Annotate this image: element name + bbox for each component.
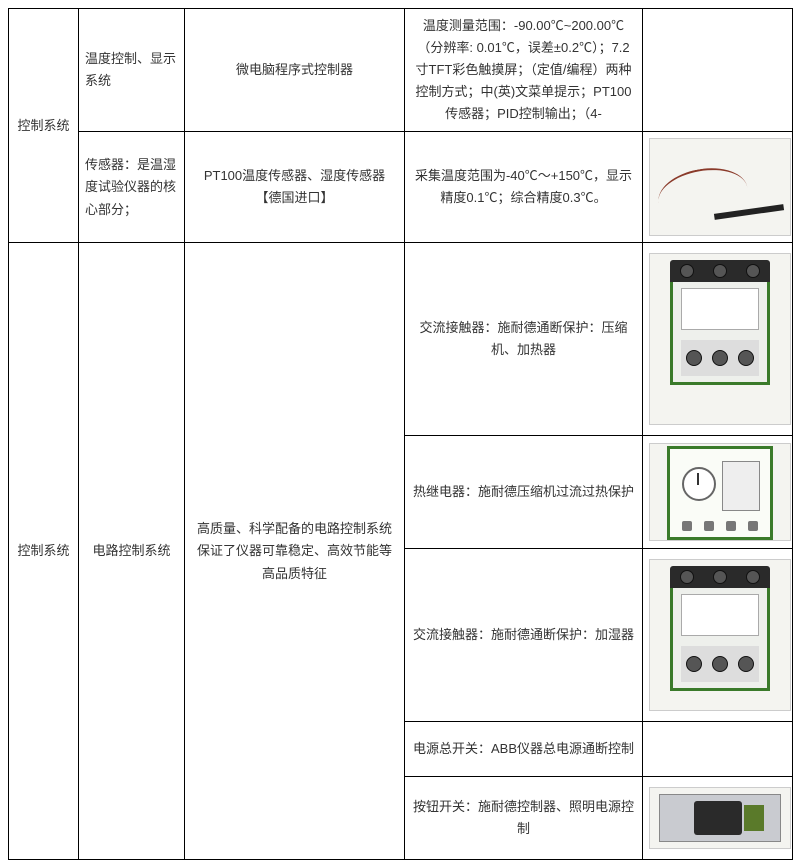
cell-temp-ctrl-desc: 微电脑程序式控制器 [185,9,405,132]
cell-contactor1-spec: 交流接触器：施耐德通断保护：压缩机、加热器 [405,243,643,436]
contactor-image-2 [649,559,791,711]
cell-relay-spec: 热继电器：施耐德压缩机过流过热保护 [405,436,643,549]
cell-btnswitch-img [643,777,793,860]
spec-table: 控制系统 温度控制、显示系统 微电脑程序式控制器 温度测量范围：-90.00℃~… [8,8,793,860]
cell-contactor2-spec: 交流接触器：施耐德通断保护：加湿器 [405,549,643,722]
thermal-relay-image [649,443,791,541]
sensor-probe-image [649,138,791,236]
cell-relay-img [643,436,793,549]
cell-temp-ctrl-name: 温度控制、显示系统 [79,9,185,132]
cell-circuit-name: 电路控制系统 [79,243,185,860]
cell-contactor2-img [643,549,793,722]
cell-temp-ctrl-spec: 温度测量范围：-90.00℃~200.00℃（分辨率: 0.01℃，误差±0.2… [405,9,643,132]
cell-sensor-name: 传感器：是温湿度试验仪器的核心部分； [79,132,185,243]
cell-mainswitch-spec: 电源总开关：ABB仪器总电源通断控制 [405,722,643,777]
cell-system-2: 控制系统 [9,243,79,860]
cell-btnswitch-spec: 按钮开关：施耐德控制器、照明电源控制 [405,777,643,860]
cell-contactor1-img [643,243,793,436]
cell-sensor-spec: 采集温度范围为-40℃～+150℃，显示精度0.1℃；综合精度0.3℃。 [405,132,643,243]
cell-sensor-img [643,132,793,243]
button-switch-image [649,787,791,849]
cell-circuit-desc: 高质量、科学配备的电路控制系统保证了仪器可靠稳定、高效节能等高品质特征 [185,243,405,860]
contactor-image [649,253,791,425]
cell-sensor-desc: PT100温度传感器、湿度传感器【德国进口】 [185,132,405,243]
cell-mainswitch-img [643,722,793,777]
cell-temp-ctrl-img [643,9,793,132]
cell-system-1: 控制系统 [9,9,79,243]
